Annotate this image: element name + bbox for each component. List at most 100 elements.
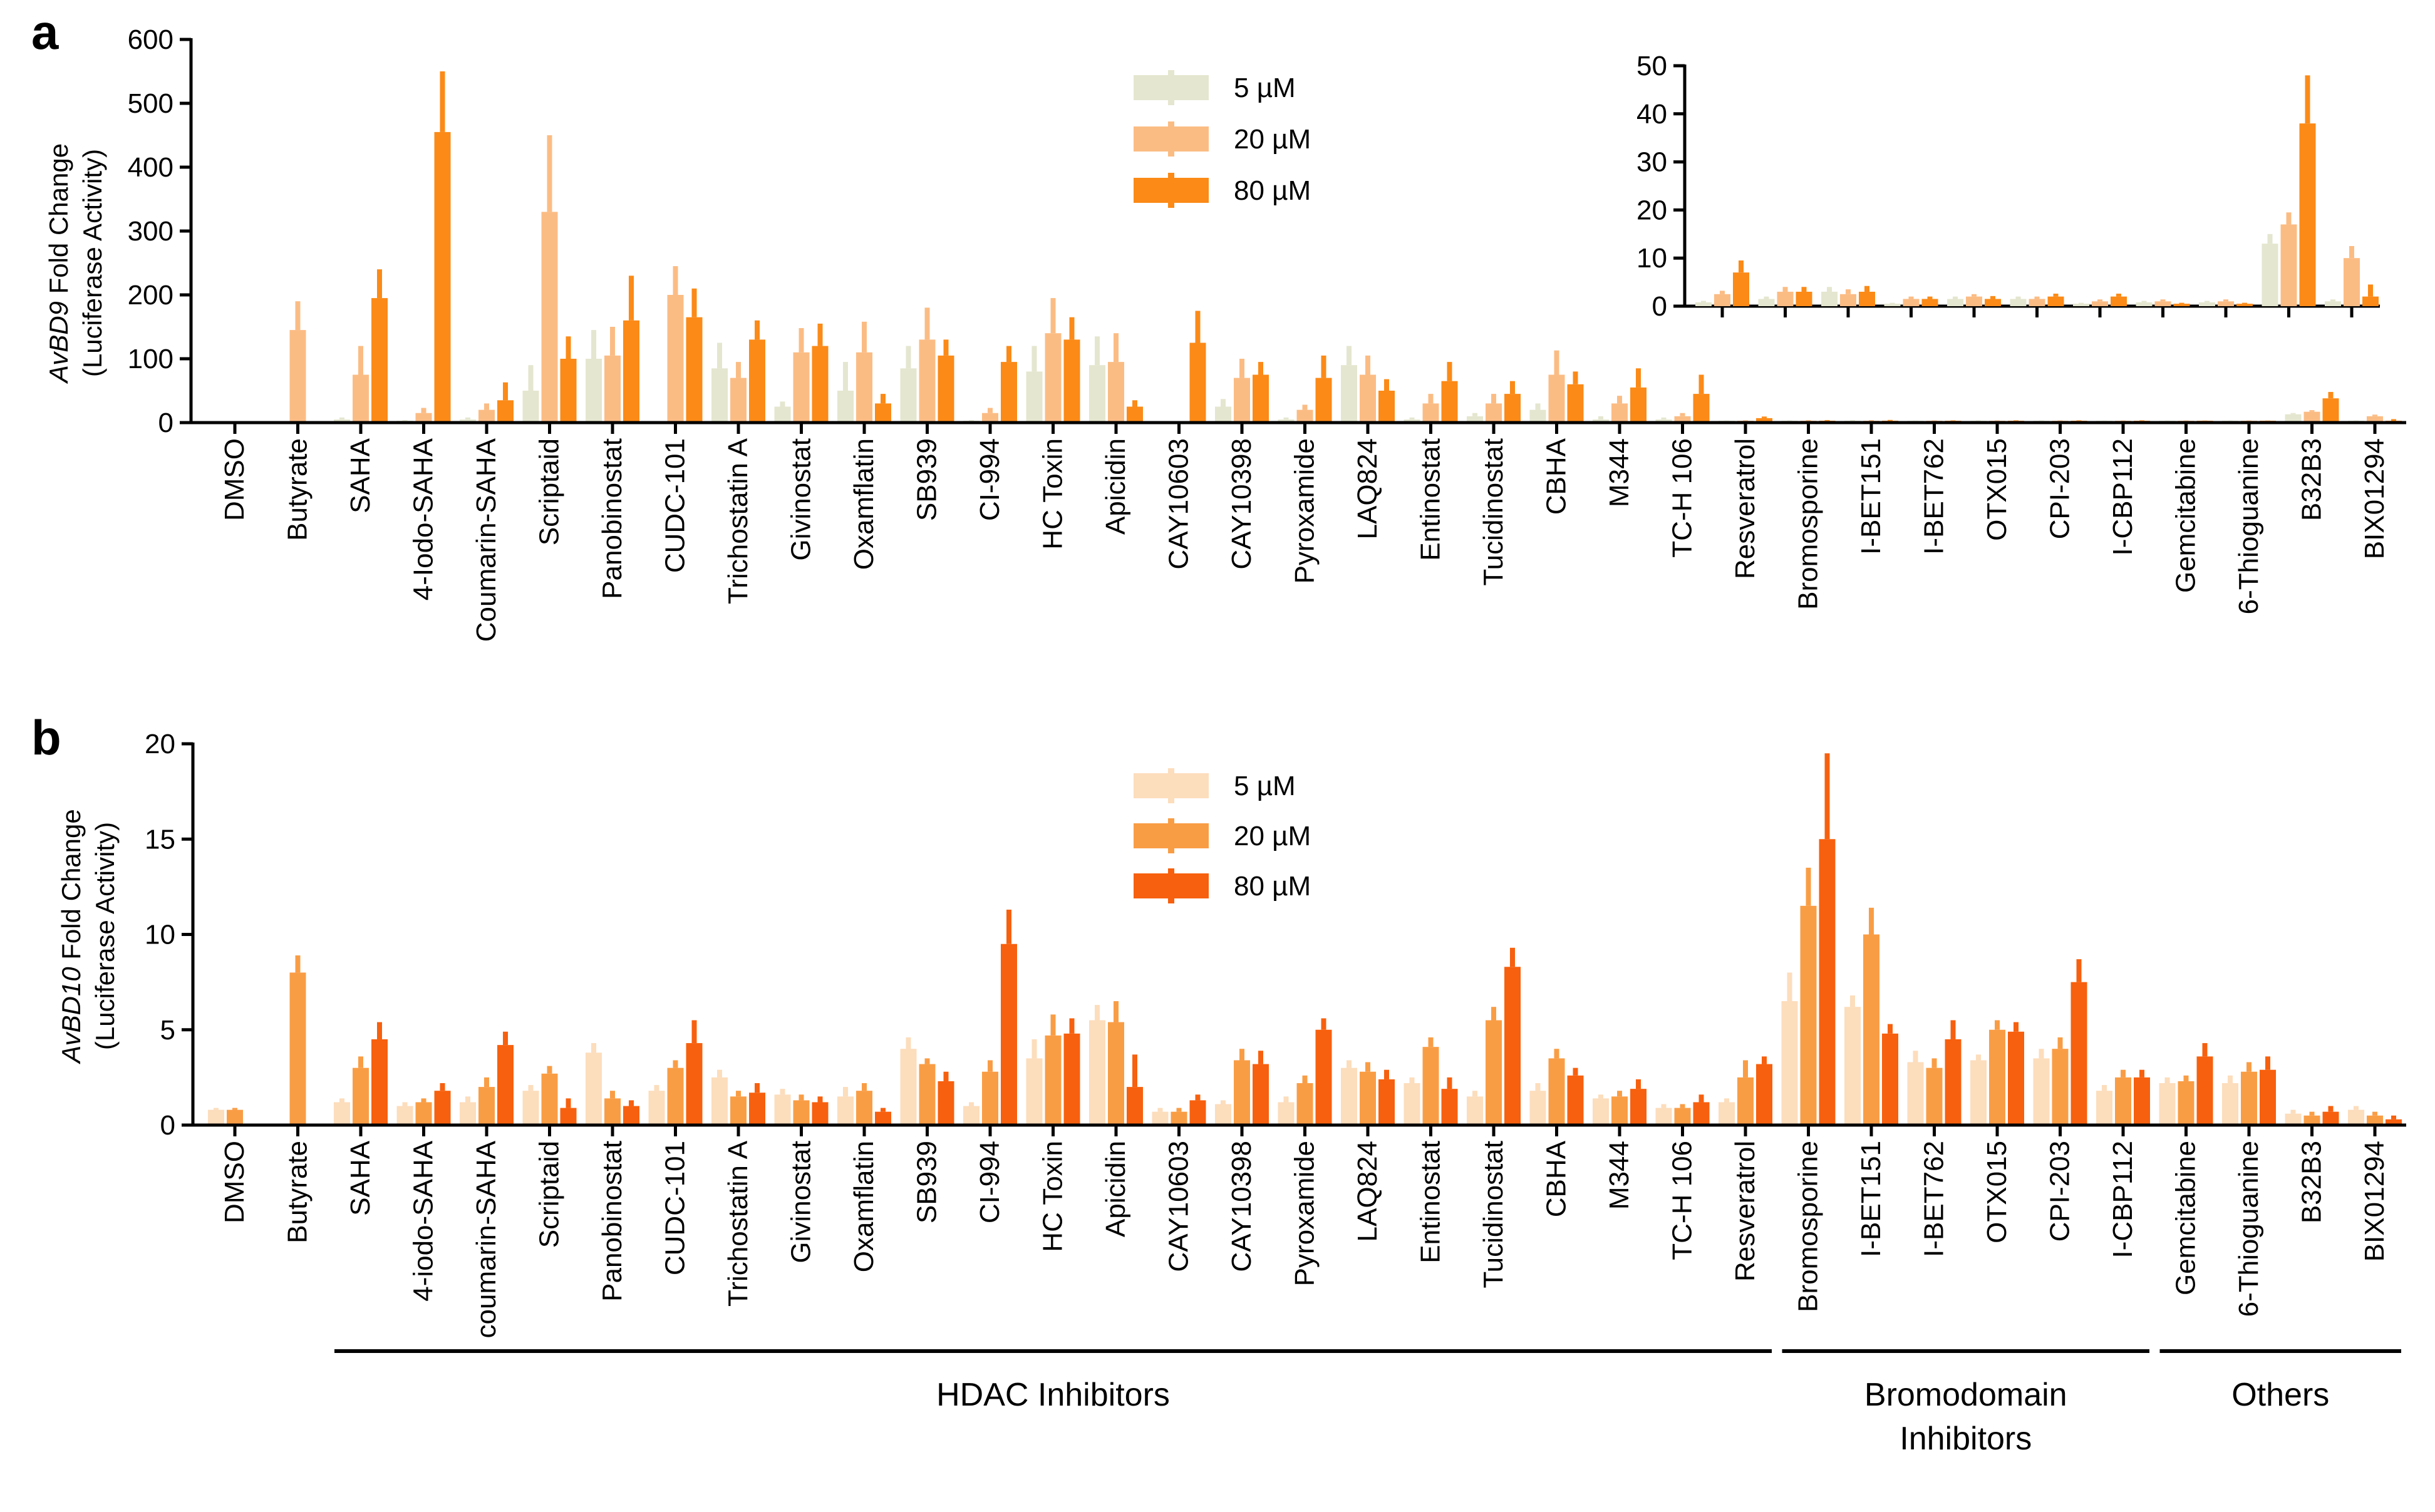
x-tick-label: Pyroxamide (1290, 1141, 1320, 1286)
inset-error-bar (2034, 296, 2040, 299)
x-tick-label: CBHA (1541, 438, 1572, 515)
error-bar (440, 71, 445, 132)
error-bar (2139, 1069, 2144, 1077)
error-bar (1995, 420, 2000, 421)
x-tick-label: 6-Thioguanine (2233, 1141, 2264, 1317)
x-tick-label: CUDC-101 (660, 1141, 691, 1275)
panel-a-y-axis: 0 100 200 300 400 500 600 (128, 24, 193, 438)
bar (1926, 1067, 1943, 1125)
bar (289, 972, 306, 1125)
bar (1378, 391, 1395, 423)
inset-bar (2344, 258, 2360, 306)
error-bar (528, 365, 534, 391)
bar (560, 359, 577, 423)
bar (1529, 409, 1546, 423)
inset-bar (2111, 296, 2127, 306)
panel-b-chart: b AvBD10 Fold Change (Luciferase Activit… (31, 710, 2406, 1457)
error-bar (673, 1060, 678, 1068)
y-tick-label: 400 (128, 152, 173, 183)
error-bar (1573, 1067, 1578, 1076)
x-tick-label: B32B3 (2297, 438, 2327, 521)
error-bar (906, 346, 911, 369)
x-tick-label: LAQ824 (1352, 438, 1383, 539)
bar (1341, 1067, 1357, 1125)
inset-error-bar (1953, 296, 1958, 299)
bar (1844, 1007, 1861, 1125)
inset-y-tick-label: 50 (1636, 51, 1667, 81)
bar (1756, 418, 1772, 423)
error-bar (2372, 414, 2377, 416)
bar (2033, 1058, 2050, 1125)
error-bar (1176, 1108, 1182, 1112)
error-bar (1617, 396, 1622, 404)
error-bar (339, 417, 344, 419)
error-bar (2164, 1077, 2170, 1084)
error-bar (924, 1058, 930, 1064)
bar (1819, 839, 1836, 1125)
bar (982, 1071, 998, 1125)
error-bar (1031, 1039, 1037, 1059)
error-bar (1976, 1054, 1981, 1061)
bar (1234, 1060, 1250, 1125)
inset-y-tick-label: 20 (1636, 195, 1667, 225)
error-bar (780, 1089, 785, 1095)
error-bar (1598, 416, 1603, 419)
y-tick-label: 100 (128, 344, 173, 374)
bar (1215, 1104, 1231, 1125)
x-tick-label: CAY10603 (1164, 1141, 1194, 1272)
error-bar (1409, 1077, 1415, 1084)
error-bar (503, 382, 508, 401)
legend-label: 20 µM (1234, 124, 1311, 155)
bar (1611, 403, 1628, 423)
error-bar (2076, 420, 2082, 421)
error-bar (1069, 1018, 1075, 1034)
bar (1063, 1033, 1080, 1125)
inset-error-bar (1701, 301, 1706, 302)
error-bar (358, 346, 363, 375)
bar (1278, 419, 1295, 423)
bar (1378, 1079, 1395, 1125)
error-bar (1824, 419, 1830, 421)
error-bar (484, 1077, 489, 1088)
panel-b-label: b (31, 710, 61, 765)
inset-bar (2092, 301, 2108, 306)
bar (1341, 365, 1357, 423)
error-bar (924, 307, 930, 340)
error-bar (2076, 959, 2082, 982)
inset-error-bar (2205, 301, 2210, 302)
inset-error-bar (2305, 75, 2310, 124)
error-bar (1095, 1005, 1100, 1021)
bar (1026, 371, 1043, 423)
error-bar (2391, 1115, 2396, 1119)
error-bar (547, 1066, 552, 1074)
bar (541, 1073, 558, 1125)
bar (1296, 409, 1313, 423)
x-tick-label: SB939 (912, 438, 943, 521)
bar (1001, 944, 1017, 1125)
bar (2134, 1077, 2150, 1125)
legend-swatch-cap (1168, 121, 1174, 157)
inset-error-bar (2349, 246, 2354, 259)
error-bar (2057, 420, 2063, 421)
bar (334, 1102, 350, 1125)
bar (1108, 362, 1124, 423)
x-tick-label: CBHA (1541, 1140, 1572, 1217)
bar (1360, 374, 1376, 423)
error-bar (1636, 1079, 1641, 1089)
bar (604, 1098, 621, 1125)
error-bar (591, 1043, 596, 1053)
bar (1253, 1064, 1269, 1125)
bar (938, 1081, 954, 1125)
bar (1026, 1058, 1043, 1125)
error-bar (1321, 355, 1326, 378)
inset-error-bar (1890, 302, 1895, 304)
inset-bar (1947, 299, 1963, 306)
error-bar (2039, 420, 2044, 421)
inset-bar (1821, 291, 1838, 306)
error-bar (1743, 1060, 1748, 1077)
y-tick-label: 0 (158, 408, 173, 438)
bar (1655, 1108, 1672, 1125)
bar (774, 406, 791, 423)
error-bar (1283, 1096, 1289, 1103)
legend-label: 80 µM (1234, 175, 1311, 206)
